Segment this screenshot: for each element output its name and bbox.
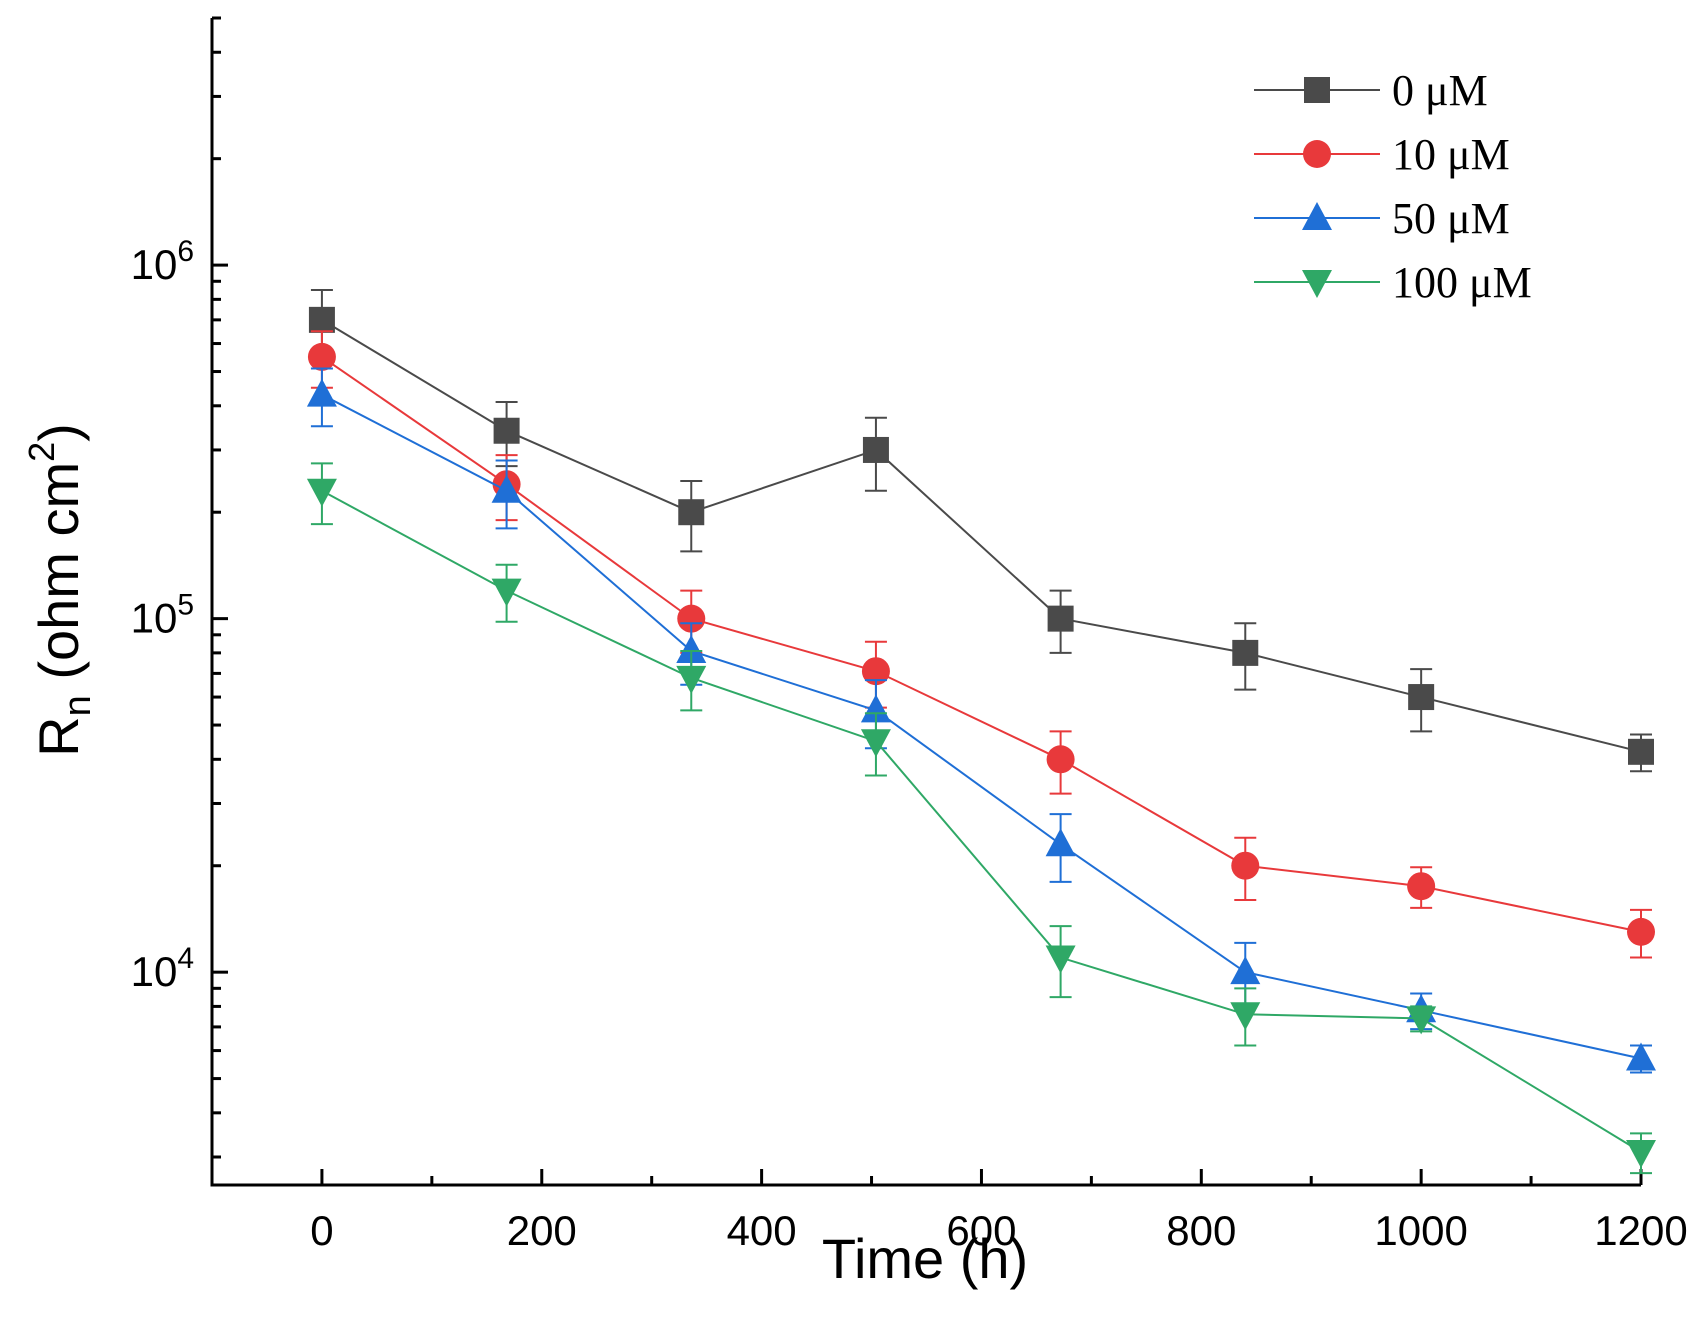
x-tick-label: 400 [727, 1207, 797, 1254]
data-point [491, 578, 522, 607]
legend-item: 0 μM [1254, 66, 1488, 115]
legend-item: 100 μM [1254, 258, 1532, 307]
legend-marker [1302, 270, 1332, 298]
data-point [1627, 917, 1655, 946]
legend-marker [1303, 140, 1331, 168]
x-tick-label: 600 [946, 1207, 1016, 1254]
x-tick-label: 200 [507, 1207, 577, 1254]
data-point [1045, 945, 1076, 974]
y-axis-title-close: ) [27, 423, 90, 442]
data-point [1231, 851, 1260, 880]
data-point [1045, 828, 1076, 857]
data-point [1230, 956, 1261, 985]
y-axis-title: Rn (ohm cm2) [21, 423, 99, 757]
x-axis-title: Time (h) [822, 1227, 1028, 1290]
data-point [676, 665, 707, 694]
data-point [1230, 1002, 1261, 1031]
data-point [678, 499, 705, 526]
series-line [321, 356, 1642, 933]
x-tick-label: 1200 [1594, 1207, 1687, 1254]
data-point [1626, 1139, 1656, 1168]
data-point [491, 474, 522, 503]
series-layer [306, 289, 1656, 1175]
legend-label: 50 μM [1392, 194, 1510, 243]
legend: 0 μM 10 μM 50 μM 100 μM [1254, 66, 1532, 307]
x-tick-label: 1000 [1374, 1207, 1467, 1254]
series-3 [306, 462, 1656, 1175]
data-point [1628, 738, 1654, 765]
y-tick-label: 105 [131, 589, 194, 642]
y-axis-title-sup: 2 [21, 442, 62, 462]
series-line [321, 393, 1642, 1060]
data-point [1406, 1006, 1437, 1035]
y-tick-label: 106 [131, 235, 194, 288]
data-point [862, 436, 889, 463]
legend-marker [1302, 202, 1332, 230]
series-line [321, 489, 1642, 1153]
data-point [306, 378, 337, 407]
data-point [1046, 745, 1075, 774]
data-point [1232, 639, 1259, 666]
data-point [308, 306, 335, 333]
data-point [1047, 605, 1074, 632]
series-0 [308, 289, 1654, 773]
legend-item: 50 μM [1254, 194, 1510, 243]
x-tick-label: 0 [310, 1207, 333, 1254]
data-point [307, 342, 336, 371]
data-point [861, 657, 890, 686]
data-point [860, 729, 891, 758]
y-tick-label: 104 [131, 942, 194, 995]
data-point [1407, 872, 1436, 901]
data-point [860, 694, 891, 723]
x-tick-label: 800 [1166, 1207, 1236, 1254]
data-point [1408, 684, 1435, 711]
legend-label: 0 μM [1392, 66, 1488, 115]
legend-item: 10 μM [1254, 130, 1510, 179]
axes: 0 200 400 600 800 1000 1200 104 105 106 [131, 16, 1688, 1254]
legend-label: 10 μM [1392, 130, 1510, 179]
y-axis-title-rest: (ohm cm [27, 462, 90, 695]
data-point [677, 604, 706, 633]
data-point [1626, 1042, 1656, 1071]
data-point [493, 417, 520, 444]
series-line [321, 319, 1642, 753]
y-axis-title-sub: n [57, 695, 99, 716]
data-point [306, 478, 337, 507]
data-point [676, 634, 707, 663]
y-axis-title-main: R [27, 716, 90, 756]
legend-label: 100 μM [1392, 258, 1532, 307]
legend-marker [1304, 77, 1330, 103]
